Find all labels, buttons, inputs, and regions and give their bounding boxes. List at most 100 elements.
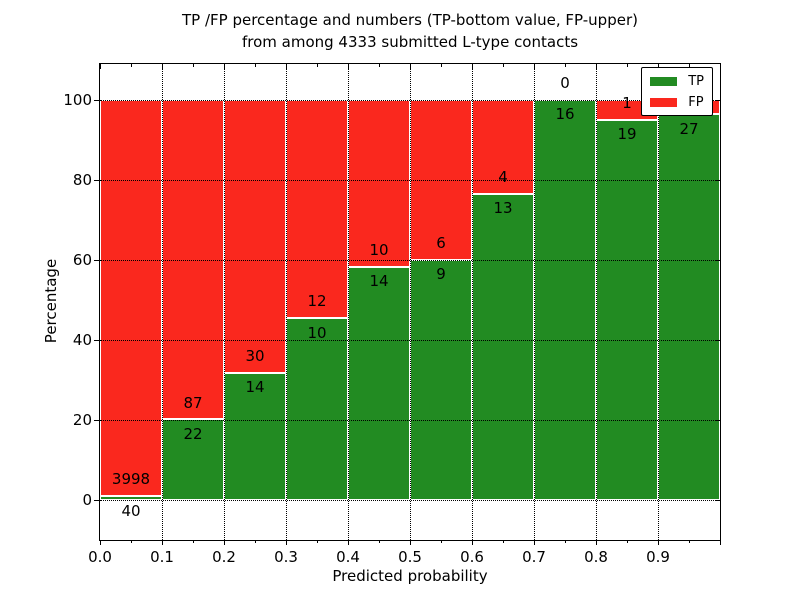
bar-segment-tp — [100, 496, 162, 501]
tp-count-label: 9 — [436, 265, 446, 284]
horizontal-gridline — [100, 340, 720, 342]
tp-count-label: 16 — [555, 105, 575, 124]
bar-segment-tp — [472, 194, 534, 501]
fp-count-label: 4 — [498, 168, 508, 187]
x-tick-label: 0.2 — [212, 548, 236, 566]
legend-label-tp: TP — [688, 73, 704, 89]
x-tick-label: 0.8 — [584, 548, 608, 566]
vertical-gridline — [162, 64, 163, 540]
legend-item-fp: FP — [650, 94, 704, 110]
x-major-tick — [100, 64, 101, 69]
vertical-gridline — [534, 64, 535, 540]
tp-count-label: 10 — [307, 323, 327, 342]
y-major-tick — [94, 340, 100, 342]
x-minor-tick — [503, 64, 504, 67]
x-major-tick — [162, 540, 163, 545]
x-major-tick — [162, 64, 163, 69]
bar-segment-tp — [596, 119, 658, 501]
chart-title-line1: TP /FP percentage and numbers (TP-bottom… — [182, 11, 638, 29]
x-major-tick — [410, 64, 411, 69]
y-major-tick — [715, 340, 720, 342]
vertical-gridline — [596, 64, 597, 540]
x-major-tick — [286, 64, 287, 69]
x-major-tick — [472, 64, 473, 69]
x-tick-label: 0.3 — [274, 548, 298, 566]
x-major-tick — [658, 540, 659, 545]
x-minor-tick — [441, 540, 442, 543]
vertical-gridline — [472, 64, 473, 540]
x-tick-label: 0.9 — [646, 548, 670, 566]
x-minor-tick — [565, 64, 566, 67]
bar-segment-fp — [348, 99, 410, 267]
y-major-tick — [715, 99, 720, 101]
y-major-tick — [94, 99, 100, 101]
chart-title-line2: from among 4333 submitted L-type contact… — [241, 33, 579, 51]
fp-count-label: 6 — [436, 234, 446, 253]
horizontal-gridline — [100, 259, 720, 261]
y-major-tick — [715, 179, 720, 181]
bar-segment-tp — [348, 266, 410, 501]
x-major-tick — [348, 64, 349, 69]
x-minor-tick — [131, 540, 132, 543]
vertical-gridline — [658, 64, 659, 540]
fp-count-label: 87 — [183, 393, 203, 412]
x-tick-label: 0.1 — [150, 548, 174, 566]
tp-count-label: 22 — [183, 424, 203, 443]
y-tick-label: 80 — [72, 170, 92, 189]
x-major-tick — [720, 540, 721, 545]
chart-title: TP /FP percentage and numbers (TP-bottom… — [99, 9, 721, 53]
vertical-gridline — [224, 64, 225, 540]
y-major-tick — [94, 259, 100, 261]
x-minor-tick — [255, 540, 256, 543]
x-major-tick — [348, 540, 349, 545]
y-tick-label: 40 — [72, 331, 92, 350]
x-minor-tick — [317, 540, 318, 543]
fp-count-label: 1 — [622, 94, 632, 113]
y-major-tick — [715, 420, 720, 422]
y-major-tick — [94, 420, 100, 422]
x-minor-tick — [503, 540, 504, 543]
x-minor-tick — [317, 64, 318, 67]
fp-count-label: 30 — [245, 346, 265, 365]
x-major-tick — [596, 540, 597, 545]
horizontal-gridline — [100, 420, 720, 422]
x-major-tick — [224, 540, 225, 545]
x-minor-tick — [627, 540, 628, 543]
x-tick-label: 0.4 — [336, 548, 360, 566]
y-major-tick — [94, 500, 100, 502]
x-tick-label: 0.7 — [522, 548, 546, 566]
horizontal-gridline — [100, 99, 720, 101]
tp-count-label: 14 — [245, 378, 265, 397]
bar-segment-tp — [224, 372, 286, 501]
tp-count-label: 40 — [121, 501, 141, 520]
y-major-tick — [94, 179, 100, 181]
x-major-tick — [286, 540, 287, 545]
bar-segment-tp — [410, 259, 472, 501]
vertical-gridline — [410, 64, 411, 540]
bar-segment-fp — [472, 99, 534, 195]
bar-segment-tp — [286, 318, 348, 501]
vertical-gridline — [348, 64, 349, 540]
bar-segment-tp — [534, 99, 596, 501]
bar-segment-fp — [162, 99, 224, 420]
x-major-tick — [472, 540, 473, 545]
horizontal-gridline — [100, 500, 720, 502]
fp-count-label: 3998 — [111, 470, 151, 489]
x-minor-tick — [379, 64, 380, 67]
x-minor-tick — [565, 540, 566, 543]
y-major-tick — [715, 500, 720, 502]
y-tick-label: 20 — [72, 411, 92, 430]
x-minor-tick — [131, 64, 132, 67]
bar-segment-fp — [286, 99, 348, 319]
x-minor-tick — [193, 540, 194, 543]
x-major-tick — [534, 540, 535, 545]
tp-count-label: 27 — [679, 119, 699, 138]
horizontal-gridline — [100, 179, 720, 181]
y-axis-label: Percentage — [42, 258, 60, 344]
x-minor-tick — [255, 64, 256, 67]
x-axis-label: Predicted probability — [332, 567, 488, 585]
tp-count-label: 14 — [369, 272, 389, 291]
x-major-tick — [224, 64, 225, 69]
y-tick-label: 100 — [63, 90, 92, 109]
fp-color-swatch-icon — [650, 97, 678, 107]
